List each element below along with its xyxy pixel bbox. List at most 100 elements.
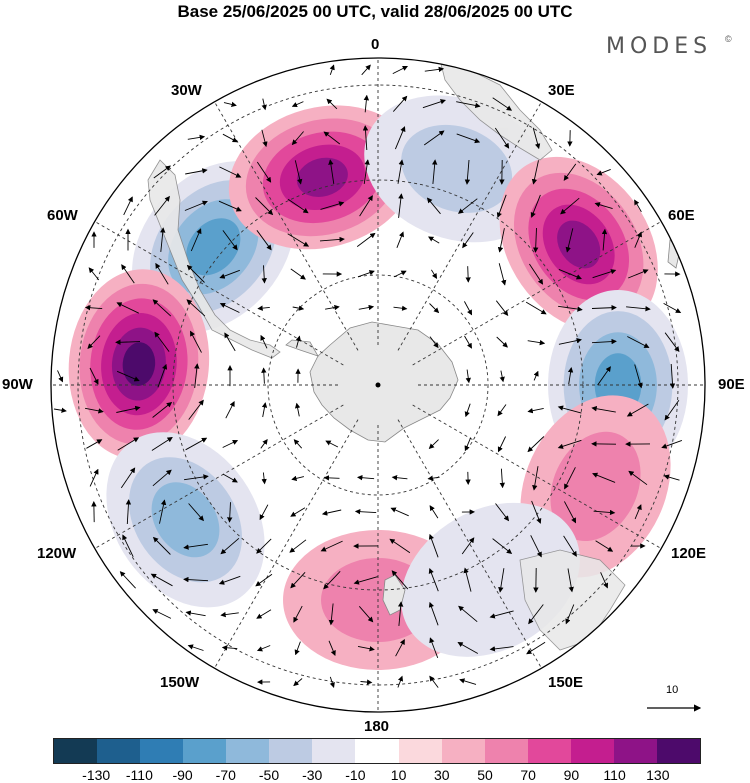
colorbar-tick-label: -50 <box>258 767 280 783</box>
wind-vector <box>634 231 642 248</box>
colorbar-segment <box>527 739 571 763</box>
wind-vector <box>190 228 202 252</box>
wind-vector <box>122 534 134 557</box>
colorbar-tick-label: 130 <box>646 767 670 783</box>
lon-label-90w: 90W <box>2 376 33 393</box>
streamlines <box>53 64 683 688</box>
wind-vector <box>456 101 481 109</box>
wind-vector <box>256 645 271 652</box>
wind-vector <box>464 301 473 316</box>
wind-vector <box>532 127 541 150</box>
colorbar-tick-label: -110 <box>125 767 153 783</box>
wind-vector <box>88 267 100 281</box>
wind-vector <box>150 573 173 587</box>
wind-vector <box>287 198 309 214</box>
wind-vector <box>219 303 240 313</box>
colorbar-segment <box>656 739 700 763</box>
wind-vector <box>360 679 373 685</box>
wind-vector <box>261 402 268 418</box>
wind-vector <box>424 66 445 73</box>
wind-vector <box>115 339 141 345</box>
wind-vector <box>323 475 340 481</box>
wind-vector <box>224 332 236 352</box>
wind-vector <box>221 645 238 651</box>
wind-vector <box>160 227 166 252</box>
wind-vector <box>557 439 582 449</box>
wind-vector <box>356 232 376 247</box>
wind-vector <box>626 306 651 312</box>
wind-vector <box>494 127 510 149</box>
wind-vector <box>87 335 101 349</box>
wind-vector <box>497 436 507 453</box>
wind-vector <box>53 407 67 413</box>
anomaly-contour <box>122 342 156 386</box>
wind-vector <box>429 637 439 659</box>
wind-vector <box>634 364 643 389</box>
wind-vector <box>664 332 680 353</box>
wind-vector <box>628 470 648 486</box>
wind-vector <box>560 197 580 215</box>
wind-vector <box>458 605 478 623</box>
wind-vector <box>634 504 642 520</box>
colorbar-segment <box>355 739 399 763</box>
wind-vector <box>527 407 544 414</box>
meridian-line <box>91 404 344 551</box>
wind-vector <box>320 201 345 210</box>
wind-vector <box>185 168 208 175</box>
wind-vector <box>429 336 439 349</box>
wind-vector <box>597 366 611 386</box>
wind-vector <box>256 230 272 251</box>
wind-vector <box>496 336 508 348</box>
wind-vector <box>663 474 680 481</box>
wind-vector <box>289 539 307 553</box>
wind-vector <box>533 370 539 381</box>
wind-vector <box>155 262 169 285</box>
colorbar-segment <box>226 739 270 763</box>
wind-vector <box>292 305 305 311</box>
wind-vector <box>394 126 406 150</box>
lon-label-90e: 90E <box>718 376 745 393</box>
brand-copyright-mark: © <box>725 34 732 44</box>
wind-vector <box>428 601 439 626</box>
wind-vector <box>152 469 172 487</box>
wind-vector <box>628 269 649 279</box>
wind-vector <box>526 641 546 655</box>
wind-vector <box>323 570 341 590</box>
wind-vector <box>464 437 472 452</box>
colorbar-segment <box>441 739 485 763</box>
meridian-line <box>91 219 344 366</box>
colorbar-tick-label: -130 <box>82 767 111 783</box>
wind-vector <box>152 299 172 317</box>
wind-vector <box>219 269 240 279</box>
wind-vector <box>261 472 267 485</box>
wind-vector <box>591 304 617 311</box>
anomaly-positive <box>499 156 658 333</box>
wind-vector <box>431 269 438 279</box>
antarctica <box>309 321 459 443</box>
lon-label-150w: 150W <box>160 674 200 691</box>
wind-vector <box>601 228 608 251</box>
wind-vector <box>255 197 274 216</box>
wind-vector <box>429 303 440 314</box>
wind-vector <box>353 576 378 585</box>
wind-vector <box>397 159 404 184</box>
wind-vector <box>152 536 171 555</box>
wind-vector <box>429 675 439 688</box>
colorbar-tick-label: -30 <box>302 767 323 783</box>
meridian-line <box>412 219 665 366</box>
wind-vector <box>357 474 375 481</box>
wind-vector <box>287 233 310 247</box>
wind-vector <box>290 507 306 517</box>
wind-vector <box>661 439 683 449</box>
map-border <box>50 57 706 713</box>
wind-vector <box>328 603 335 626</box>
wind-vector <box>85 407 104 414</box>
wind-vector <box>260 438 268 449</box>
wind-vector <box>532 466 539 491</box>
wind-vector <box>260 334 268 349</box>
wind-vector <box>357 270 375 278</box>
colorbar <box>53 738 701 764</box>
wind-vector <box>429 505 439 519</box>
wind-vector <box>328 159 335 184</box>
lon-label-180: 180 <box>364 718 390 735</box>
